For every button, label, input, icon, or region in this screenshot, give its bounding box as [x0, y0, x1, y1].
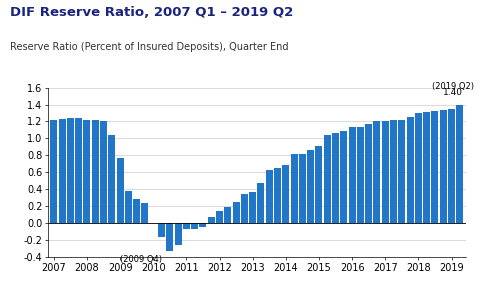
Bar [456, 105, 463, 223]
Text: 1.40: 1.40 [443, 88, 463, 97]
Bar [92, 120, 99, 223]
Text: Reserve Ratio (Percent of Insured Deposits), Quarter End: Reserve Ratio (Percent of Insured Deposi… [10, 42, 288, 52]
Bar [407, 117, 414, 223]
Bar [324, 135, 331, 223]
Bar [133, 199, 140, 223]
Text: (2009 Q4): (2009 Q4) [120, 255, 162, 264]
Bar [183, 223, 190, 229]
Bar [282, 165, 289, 223]
Text: (2019 Q2): (2019 Q2) [432, 82, 474, 91]
Bar [100, 121, 107, 223]
Bar [117, 158, 124, 223]
Text: DIF Reserve Ratio, 2007 Q1 – 2019 Q2: DIF Reserve Ratio, 2007 Q1 – 2019 Q2 [10, 6, 293, 19]
Bar [142, 203, 148, 223]
Bar [125, 191, 132, 223]
Bar [249, 192, 256, 223]
Bar [315, 146, 323, 223]
Bar [75, 118, 82, 223]
Bar [175, 223, 181, 245]
Bar [398, 120, 405, 223]
Bar [299, 154, 306, 223]
Bar [208, 217, 215, 223]
Bar [332, 133, 339, 223]
Bar [241, 194, 248, 223]
Bar [415, 113, 422, 223]
Bar [382, 121, 389, 223]
Bar [390, 120, 397, 223]
Bar [108, 135, 115, 223]
Bar [199, 223, 206, 227]
Bar [257, 183, 264, 223]
Bar [290, 154, 298, 223]
Bar [348, 127, 356, 223]
Bar [307, 150, 314, 223]
Bar [224, 207, 231, 223]
Bar [191, 223, 198, 229]
Bar [423, 112, 430, 223]
Bar [84, 120, 90, 223]
Bar [266, 170, 273, 223]
Bar [216, 211, 223, 223]
Bar [365, 124, 372, 223]
Bar [448, 109, 455, 223]
Bar [340, 131, 348, 223]
Bar [357, 127, 364, 223]
Bar [67, 118, 74, 223]
Bar [59, 119, 66, 223]
Bar [373, 121, 381, 223]
Bar [158, 223, 165, 237]
Bar [233, 202, 240, 223]
Bar [440, 110, 447, 223]
Bar [274, 168, 281, 223]
Bar [50, 120, 57, 223]
Bar [432, 111, 438, 223]
Bar [166, 223, 173, 251]
